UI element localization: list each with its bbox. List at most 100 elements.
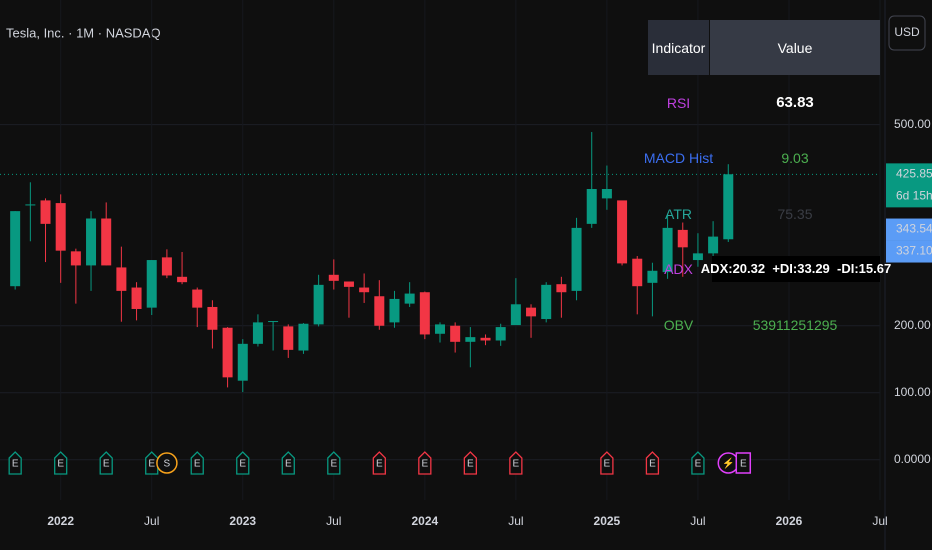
event-label: E bbox=[376, 459, 383, 470]
x-tick-label: 2026 bbox=[776, 514, 803, 528]
price-label-countdown: 6d 15h bbox=[896, 189, 932, 203]
event-marker bbox=[99, 451, 113, 475]
candle-body bbox=[10, 211, 21, 287]
x-tick-label: Jul bbox=[872, 514, 887, 528]
candle-body bbox=[586, 189, 597, 224]
indicator-value: ADX:20.32 +DI:33.29 -DI:15.67 bbox=[701, 255, 891, 282]
candle-body bbox=[70, 251, 81, 266]
candle-body bbox=[298, 323, 309, 351]
event-marker bbox=[418, 451, 432, 475]
table-header: Value bbox=[710, 20, 880, 75]
event-label: E bbox=[148, 459, 155, 470]
event-marker bbox=[54, 451, 68, 475]
candle-body bbox=[252, 322, 263, 344]
candle-body bbox=[207, 306, 218, 330]
x-tick-label: 2024 bbox=[411, 514, 438, 528]
y-tick-label: 500.00 bbox=[894, 117, 931, 131]
x-tick-label: 2022 bbox=[47, 514, 74, 528]
event-marker bbox=[691, 451, 705, 475]
candle-body bbox=[40, 200, 51, 224]
indicator-value: 53911251295 bbox=[752, 316, 838, 333]
event-marker bbox=[156, 452, 178, 474]
candle-body bbox=[283, 326, 294, 350]
price-label: 343.54 bbox=[896, 222, 932, 236]
event-label: E bbox=[330, 459, 337, 470]
indicator-name: ADX bbox=[664, 261, 693, 277]
candle-body bbox=[313, 284, 324, 325]
candle-body bbox=[101, 218, 112, 266]
event-label: E bbox=[695, 459, 702, 470]
x-tick-label: 2023 bbox=[229, 514, 256, 528]
candle-body bbox=[723, 174, 734, 240]
candle-body bbox=[374, 296, 385, 326]
chart-title: Tesla, Inc. · 1M · NASDAQ bbox=[6, 25, 161, 40]
event-label: E bbox=[12, 459, 19, 470]
candle-body bbox=[192, 289, 203, 308]
candle-body bbox=[632, 258, 643, 287]
candle-body bbox=[389, 298, 400, 323]
x-tick-label: 2025 bbox=[594, 514, 621, 528]
candle-body bbox=[146, 260, 157, 308]
candle-body bbox=[647, 270, 658, 283]
candle-body bbox=[237, 343, 248, 381]
y-tick-label: 200.00 bbox=[894, 318, 931, 332]
candle-body bbox=[571, 227, 582, 291]
candle-body bbox=[677, 229, 688, 248]
indicator-name: OBV bbox=[663, 316, 694, 333]
event-marker bbox=[327, 451, 341, 475]
event-label: E bbox=[467, 459, 474, 470]
candle-body bbox=[328, 274, 339, 281]
x-tick-label: Jul bbox=[690, 514, 705, 528]
indicator-name: RSI bbox=[666, 94, 691, 111]
candle-body bbox=[495, 327, 506, 341]
event-label: E bbox=[740, 459, 747, 470]
candle-body bbox=[268, 321, 279, 323]
event-marker bbox=[645, 451, 660, 475]
event-label: S bbox=[164, 459, 171, 470]
currency-button[interactable]: USD bbox=[894, 25, 920, 39]
table-header: Indicator bbox=[648, 20, 709, 75]
candle-body bbox=[161, 257, 172, 276]
x-tick-label: Jul bbox=[326, 514, 341, 528]
event-label: E bbox=[421, 459, 428, 470]
candle-body bbox=[480, 337, 491, 341]
candle-body bbox=[465, 337, 476, 342]
candle-body bbox=[419, 292, 430, 335]
y-tick-label: 0.0000 bbox=[894, 452, 931, 466]
event-marker bbox=[190, 451, 204, 475]
event-label: E bbox=[239, 459, 246, 470]
indicator-value: 75.35 bbox=[777, 205, 813, 222]
candle-body bbox=[404, 293, 415, 304]
price-label: 425.85 bbox=[896, 167, 932, 181]
x-tick-label: Jul bbox=[144, 514, 159, 528]
event-marker bbox=[8, 451, 22, 475]
candle-body bbox=[116, 267, 127, 291]
event-marker bbox=[236, 451, 250, 475]
price-label-box bbox=[886, 218, 932, 241]
indicator-name: MACD Hist bbox=[643, 150, 714, 166]
y-tick-label: 100.00 bbox=[894, 385, 931, 399]
candle-body bbox=[222, 327, 233, 378]
event-label: E bbox=[649, 459, 656, 470]
event-marker bbox=[600, 451, 614, 475]
event-marker bbox=[372, 451, 386, 475]
candle-body bbox=[526, 307, 537, 317]
candle-body bbox=[708, 236, 719, 254]
event-label: E bbox=[194, 459, 201, 470]
event-marker bbox=[463, 451, 477, 475]
event-marker bbox=[281, 451, 295, 475]
event-label: E bbox=[103, 459, 110, 470]
candle-body bbox=[692, 253, 703, 261]
currency-button-box[interactable] bbox=[888, 15, 926, 51]
candle-body bbox=[55, 203, 66, 251]
candle-body bbox=[662, 227, 673, 273]
indicator-name: ATR bbox=[665, 205, 692, 222]
event-label: ⚡ bbox=[722, 457, 734, 470]
event-marker bbox=[509, 451, 523, 475]
candle-body bbox=[343, 281, 354, 287]
candle-body bbox=[541, 284, 552, 320]
event-label: E bbox=[285, 459, 292, 470]
x-tick-label: Jul bbox=[508, 514, 523, 528]
